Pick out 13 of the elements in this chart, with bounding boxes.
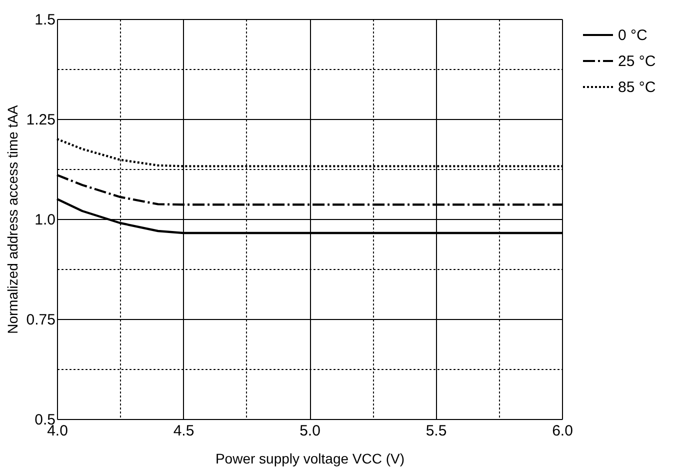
x-tick-label: 5.5	[426, 422, 447, 440]
legend-label: 85 °C	[618, 79, 656, 96]
y-axis-title: Normalized address access time tAA	[4, 104, 20, 334]
legend-label: 25 °C	[618, 53, 656, 70]
legend-label: 0 °C	[618, 27, 648, 44]
y-tick-label: 1.5	[34, 12, 56, 28]
x-tick-label: 6.0	[552, 422, 573, 440]
x-tick-label: 5.0	[300, 422, 320, 440]
y-tick-label: 1.25	[26, 112, 56, 128]
y-tick-label: 1.0	[34, 212, 56, 228]
x-axis-title: Power supply voltage VCC (V)	[215, 450, 405, 466]
x-tick-label: 4.5	[173, 422, 194, 440]
y-tick-label: 0.75	[26, 312, 56, 328]
